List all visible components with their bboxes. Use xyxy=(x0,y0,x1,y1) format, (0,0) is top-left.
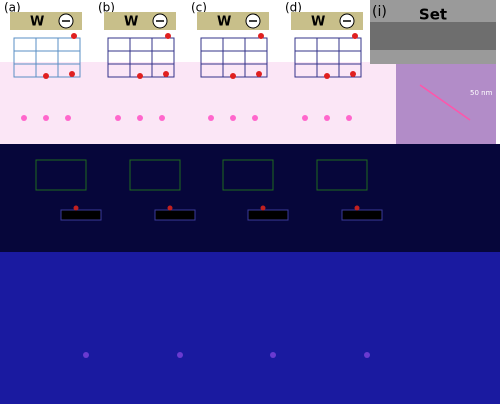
grid-cell xyxy=(57,63,81,78)
panel-label: (d) xyxy=(285,1,302,15)
dark-structure xyxy=(316,159,368,191)
ion-dot xyxy=(256,71,262,77)
ion-dot xyxy=(258,33,264,39)
faint-mark xyxy=(177,352,183,358)
pink-dot xyxy=(159,115,165,121)
electrode-label: W xyxy=(124,15,138,30)
sem-marker xyxy=(419,84,471,121)
faint-mark xyxy=(270,352,276,358)
pink-dot xyxy=(208,115,214,121)
red-dot xyxy=(167,205,173,211)
pink-dot xyxy=(137,115,143,121)
faint-mark xyxy=(83,352,89,358)
pink-band xyxy=(0,62,400,144)
highlight-bar xyxy=(341,209,383,221)
dark-band xyxy=(0,144,500,252)
panel-label: (c) xyxy=(191,1,207,15)
ion-dot xyxy=(137,73,143,79)
panel-title: Set xyxy=(419,6,447,24)
panel-label: (i) xyxy=(372,4,387,20)
pink-dot xyxy=(302,115,308,121)
ion-dot xyxy=(230,73,236,79)
dark-structure xyxy=(35,159,87,191)
ion-dot xyxy=(43,73,49,79)
highlight-bar xyxy=(60,209,102,221)
highlight-bar xyxy=(247,209,289,221)
ion-dot xyxy=(350,71,356,77)
electrode-label: W xyxy=(311,15,325,30)
grid-cell xyxy=(338,63,362,78)
electrode-label: W xyxy=(217,15,231,30)
red-dot xyxy=(354,205,360,211)
pink-dot xyxy=(230,115,236,121)
electrode-label: W xyxy=(30,15,44,30)
red-dot xyxy=(73,205,79,211)
ion-dot xyxy=(165,33,171,39)
ion-dot xyxy=(71,33,77,39)
pink-dot xyxy=(65,115,71,121)
pink-dot xyxy=(346,115,352,121)
pink-dot xyxy=(43,115,49,121)
ion-dot xyxy=(324,73,330,79)
highlight-bar xyxy=(154,209,196,221)
pink-dot xyxy=(115,115,121,121)
ion-dot xyxy=(163,71,169,77)
panel-label: (b) xyxy=(98,1,115,15)
red-dot xyxy=(260,205,266,211)
pink-dot xyxy=(324,115,330,121)
panel-label: (a) xyxy=(4,1,21,15)
scale-label: 50 nm xyxy=(470,89,493,97)
pink-dot xyxy=(21,115,27,121)
faint-mark xyxy=(364,352,370,358)
sem-layer xyxy=(370,22,496,50)
ion-dot xyxy=(352,33,358,39)
grid-cell xyxy=(244,63,268,78)
dark-structure xyxy=(129,159,181,191)
dark-structure xyxy=(222,159,274,191)
blue-band xyxy=(0,252,500,404)
panels: (a) W (b) W (c) W (d) W xyxy=(4,1,383,358)
grid-cell xyxy=(151,63,175,78)
ion-dot xyxy=(69,71,75,77)
pink-dot xyxy=(252,115,258,121)
